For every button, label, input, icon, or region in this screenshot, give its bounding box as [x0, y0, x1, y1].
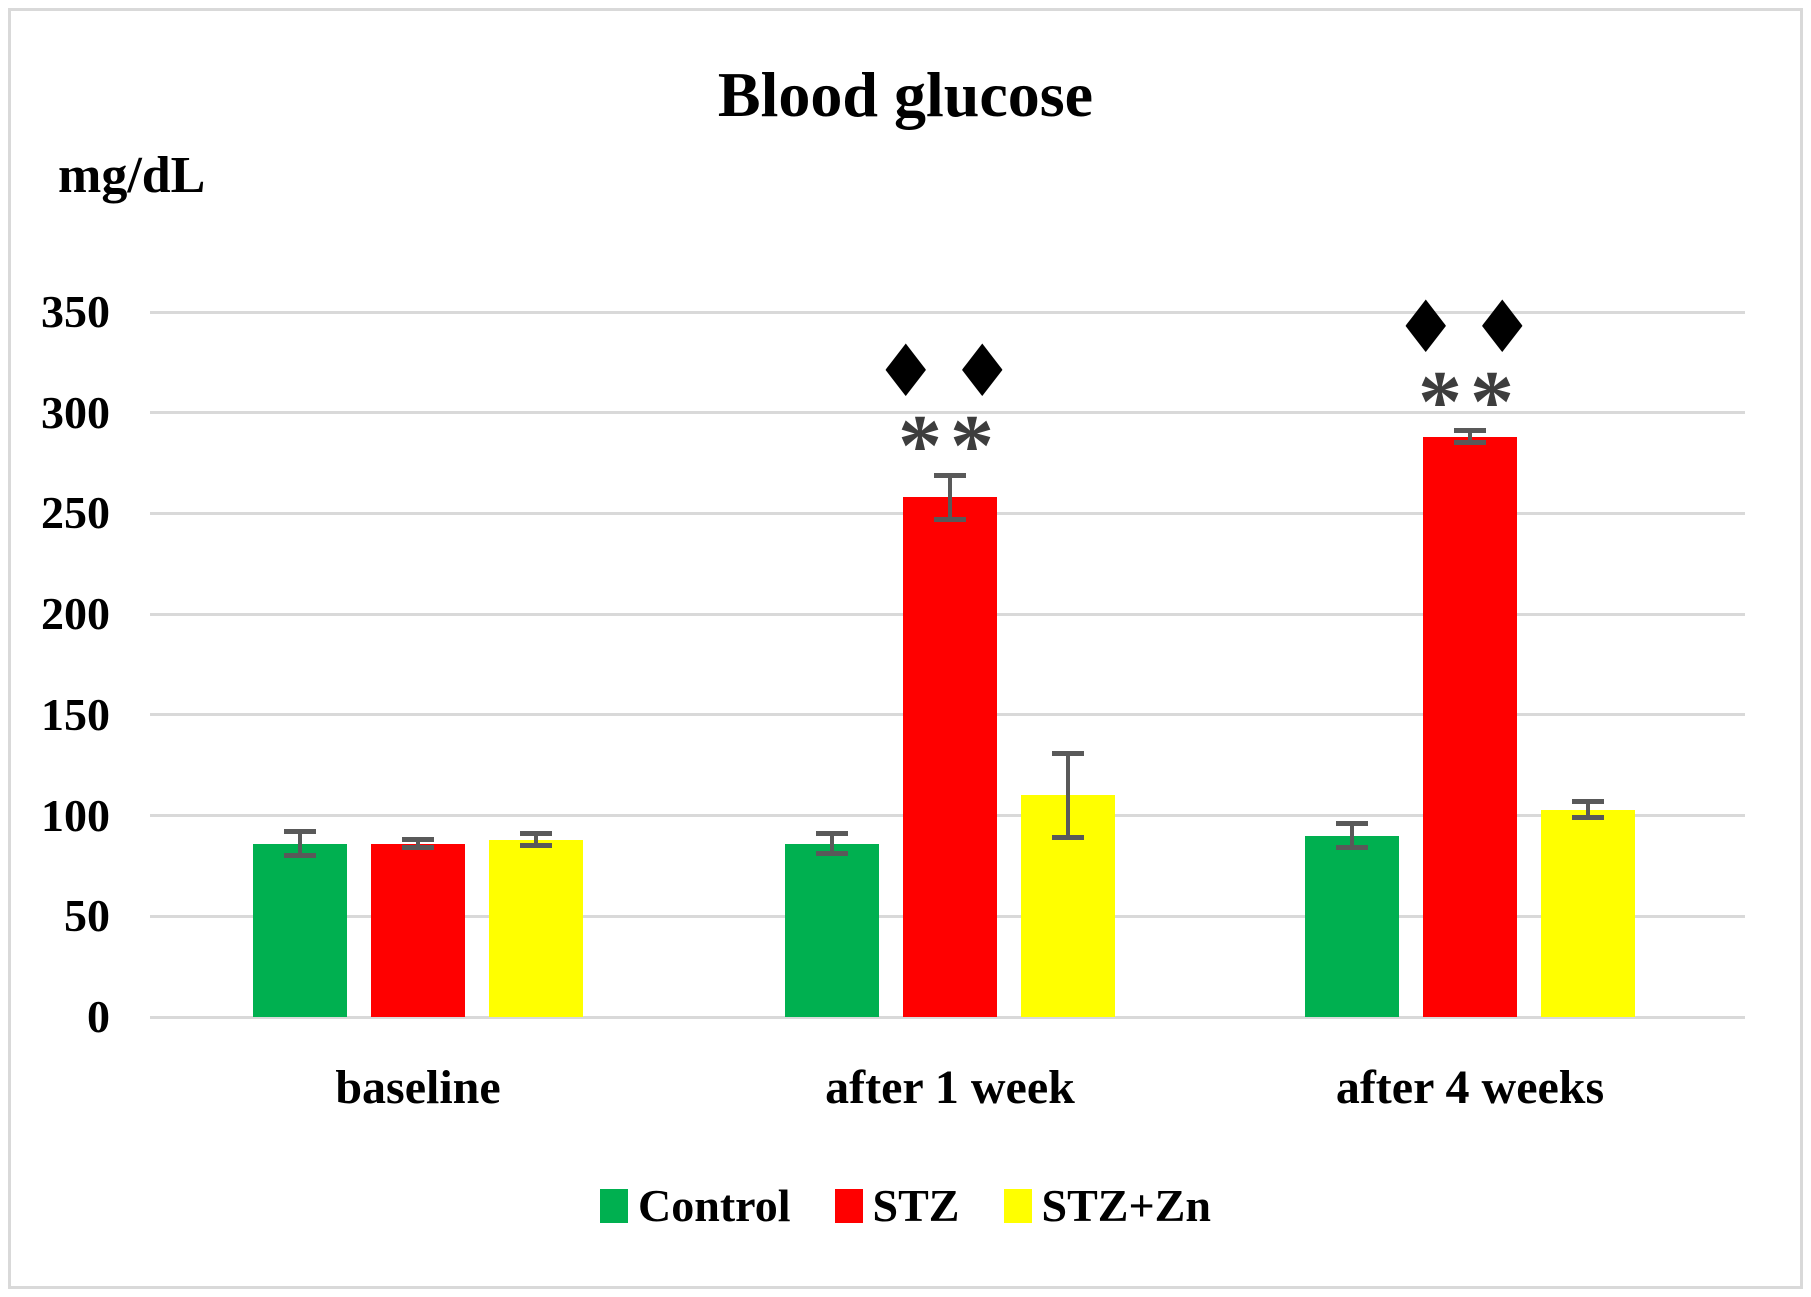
error-bar-cap [816, 831, 848, 837]
error-bar [534, 833, 538, 846]
gridline [150, 1015, 1745, 1019]
error-bar-cap [1052, 835, 1084, 841]
legend-label-stz: STZ [872, 1180, 960, 1231]
y-tick-label: 200 [41, 588, 110, 640]
bar-stz-zn-baseline [489, 839, 583, 1017]
bar-control-baseline [253, 843, 347, 1017]
legend-label-stz-zn: STZ+Zn [1041, 1180, 1211, 1231]
significance-diamonds: ♦♦ [873, 329, 1027, 414]
error-bar [1350, 823, 1354, 848]
legend-item-stz: STZ [834, 1178, 960, 1234]
error-bar-cap [1454, 428, 1486, 434]
error-bar-cap [1052, 750, 1084, 756]
y-tick-label: 0 [87, 991, 110, 1042]
error-bar-cap [1572, 798, 1604, 804]
error-bar-cap [1454, 440, 1486, 446]
y-tick-label: 100 [41, 789, 110, 841]
legend-item-stz-zn: STZ+Zn [1003, 1178, 1211, 1234]
legend-item-control: Control [600, 1178, 791, 1234]
error-bar-cap [402, 845, 434, 851]
error-bar-cap [1336, 821, 1368, 827]
bar-stz-after-1-week [903, 497, 997, 1017]
gridline [150, 411, 1745, 415]
error-bar-cap [284, 853, 316, 859]
error-bar [1468, 430, 1472, 443]
legend-swatch-stz-zn [1003, 1189, 1032, 1223]
bar-stz-baseline [371, 843, 465, 1017]
error-bar-cap [520, 831, 552, 837]
bar-control-after-4-weeks [1305, 835, 1399, 1017]
error-bar [1066, 753, 1070, 838]
gridline [150, 310, 1745, 314]
y-tick-label: 300 [41, 386, 110, 438]
significance-diamonds: ♦♦ [1393, 284, 1547, 369]
error-bar-cap [934, 516, 966, 522]
x-category-label-after-4-weeks: after 4 weeks [1335, 1061, 1605, 1114]
error-bar-cap [1336, 845, 1368, 851]
legend-swatch-stz [834, 1189, 863, 1223]
bar-control-after-1-week [785, 843, 879, 1017]
y-tick-label: 50 [64, 890, 110, 942]
error-bar-cap [402, 837, 434, 843]
error-bar-cap [934, 472, 966, 478]
x-category-label-baseline: baseline [335, 1061, 501, 1114]
error-bar-cap [816, 851, 848, 857]
legend: Control STZ STZ+Zn [0, 1178, 1811, 1234]
error-bar-cap [284, 829, 316, 835]
y-tick-label: 350 [41, 286, 110, 337]
error-bar [830, 833, 834, 854]
error-bar [948, 475, 952, 520]
significance-asterisks: ** [898, 398, 1002, 496]
error-bar [298, 831, 302, 856]
legend-label-control: Control [638, 1180, 791, 1231]
y-tick-label: 250 [41, 487, 110, 539]
error-bar [1586, 801, 1590, 818]
significance-asterisks: ** [1418, 353, 1522, 451]
error-bar [416, 839, 420, 848]
bar-stz-zn-after-4-weeks [1541, 809, 1635, 1017]
y-axis-unit-label: mg/dL [58, 147, 206, 204]
error-bar-cap [1572, 815, 1604, 821]
y-tick-label: 150 [41, 688, 110, 740]
bar-stz-after-4-weeks [1423, 436, 1517, 1017]
legend-swatch-control [600, 1189, 629, 1223]
x-category-label-after-1-week: after 1 week [825, 1061, 1075, 1114]
chart-title: Blood glucose [717, 59, 1094, 130]
error-bar-cap [520, 843, 552, 849]
